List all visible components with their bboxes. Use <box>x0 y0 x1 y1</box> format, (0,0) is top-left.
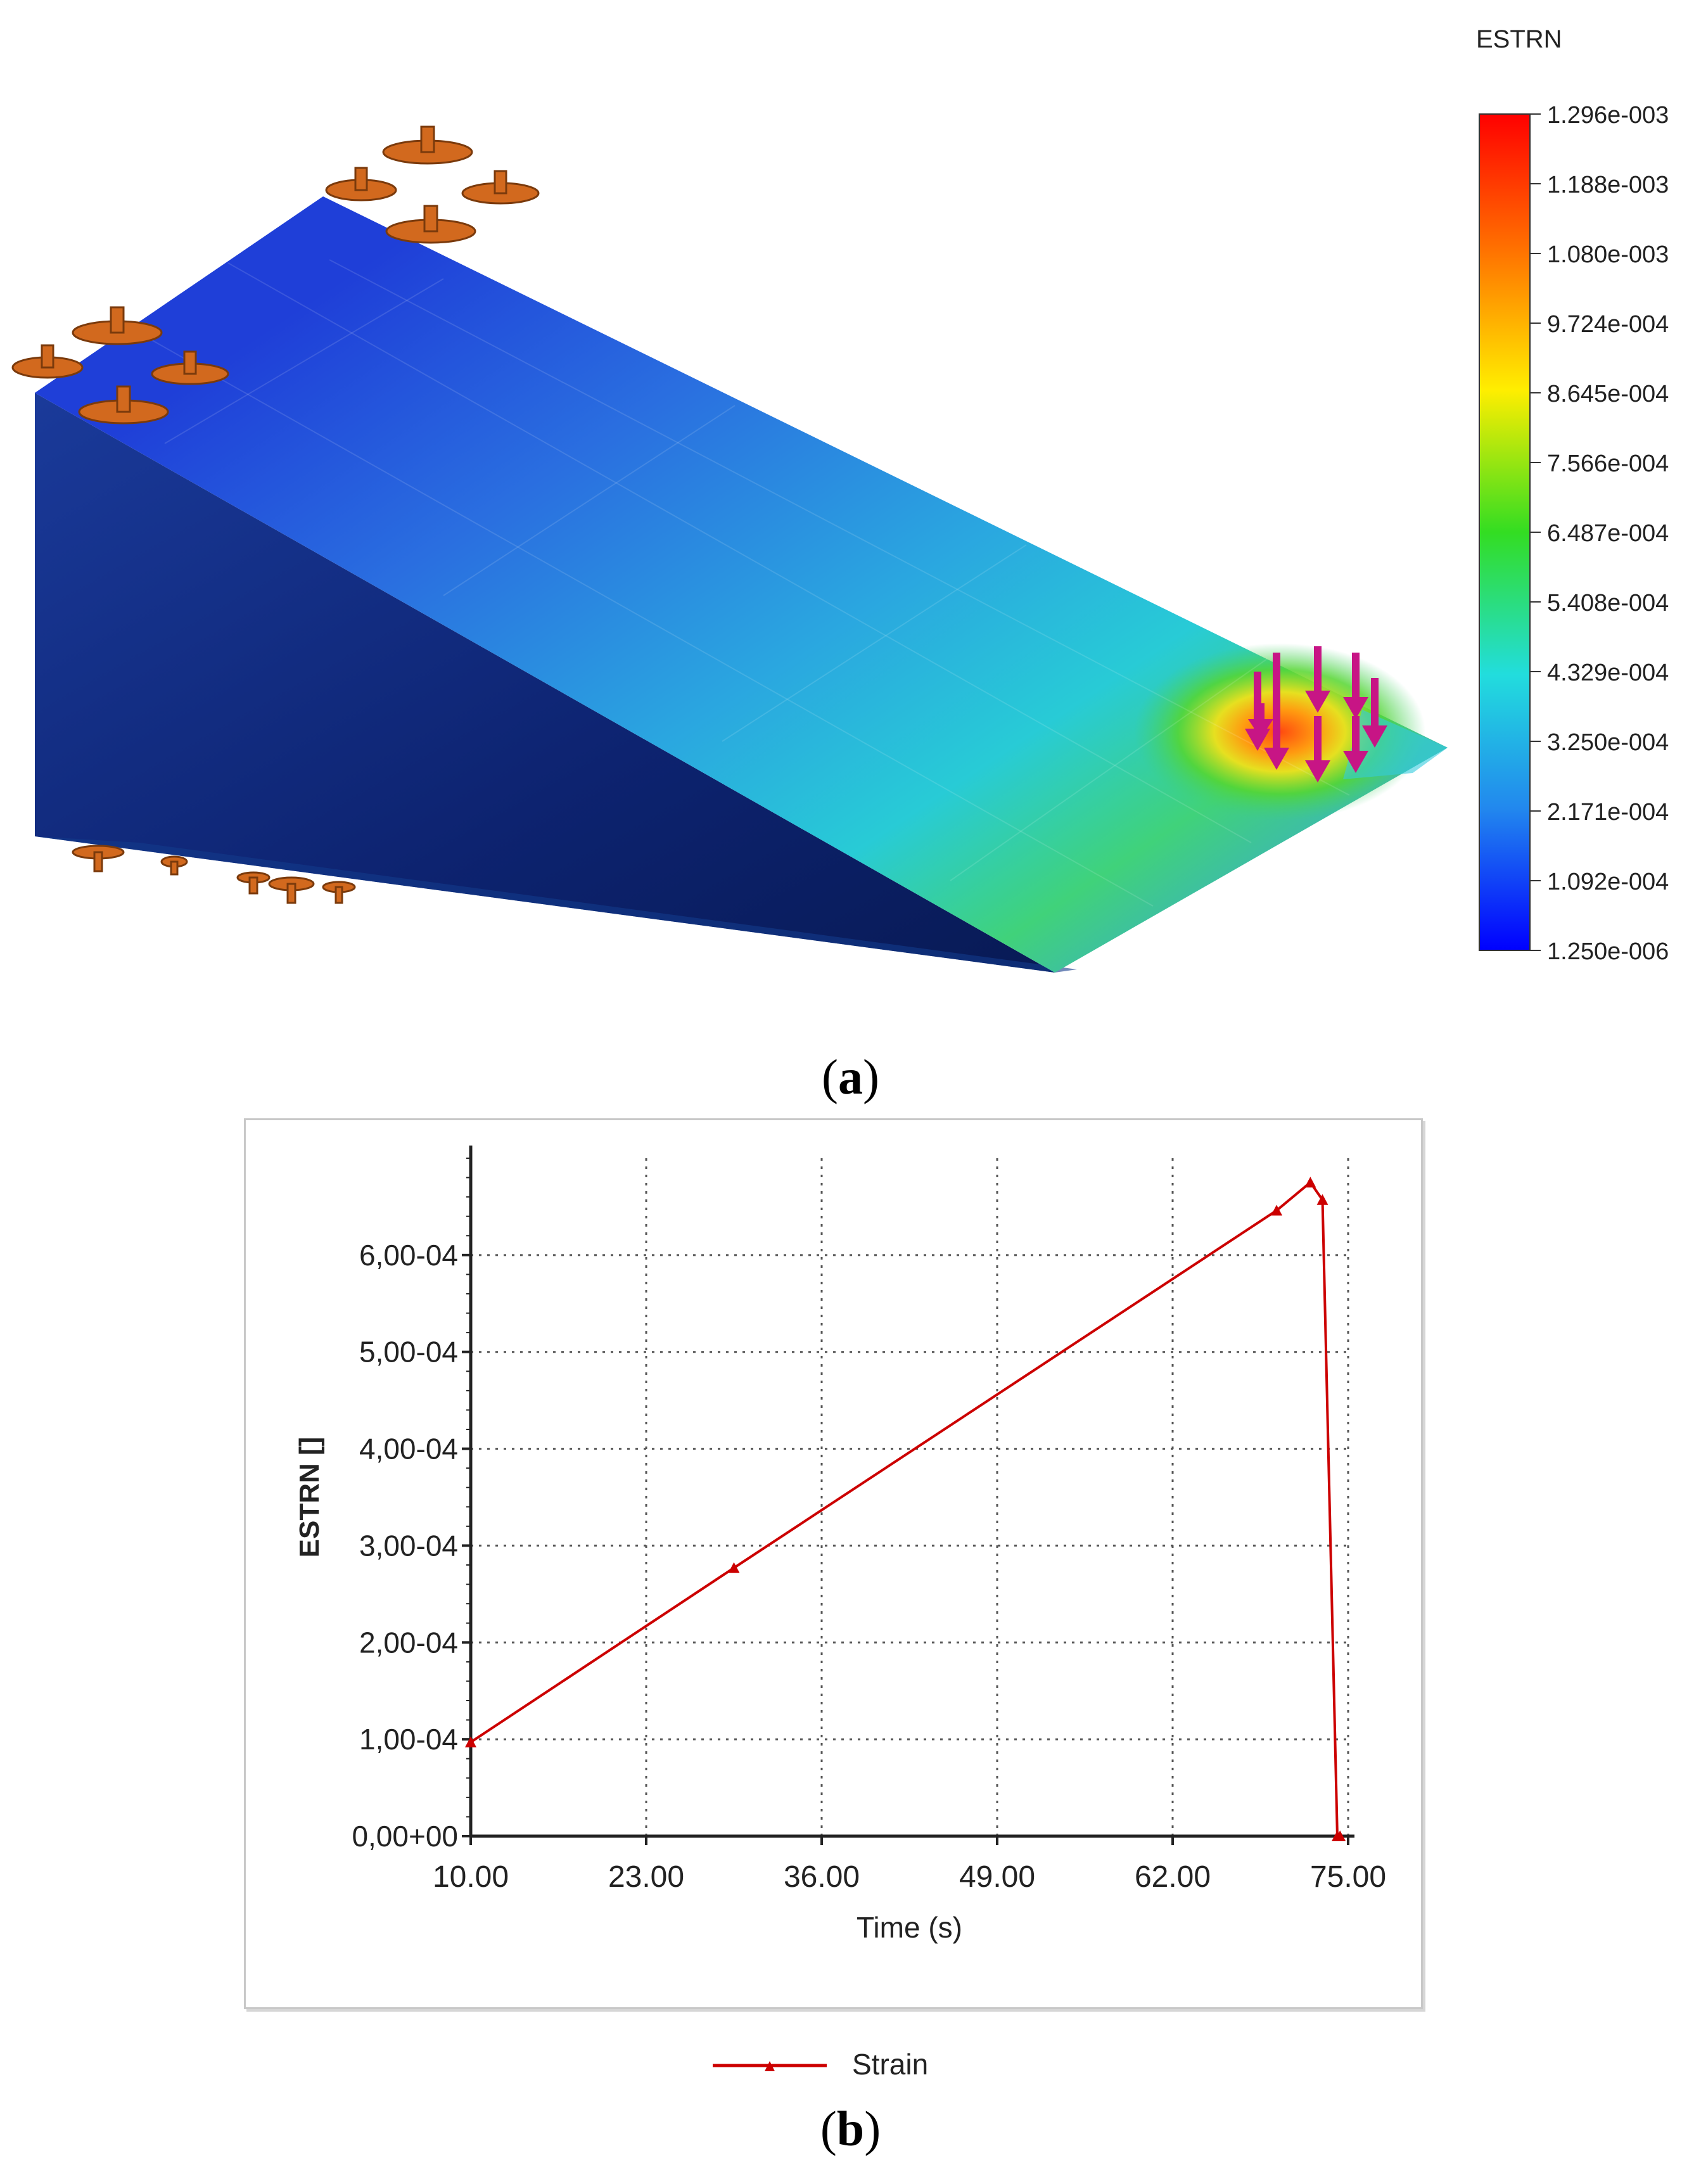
caption-a: (a) <box>822 1049 879 1104</box>
y-tick-label: 0,00+00 <box>352 1820 458 1853</box>
chart-frame: 10.00 23.00 36.00 49.00 62.00 75.00 0,00+00 1,0… <box>244 1118 1423 2009</box>
colorbar-title: ESTRN <box>1476 25 1562 53</box>
colorbar-tick-label: 7.566e-004 <box>1547 450 1669 477</box>
y-axis-label: ESTRN [] <box>294 1437 325 1558</box>
colorbar-tick-label: 5.408e-004 <box>1547 590 1669 616</box>
part-bottom-face <box>35 836 1077 973</box>
colorbar-tick-label: 1.080e-003 <box>1547 241 1669 268</box>
legend-label-strain: Strain <box>852 2048 929 2081</box>
colorbar-tick-label: 3.250e-004 <box>1547 729 1669 756</box>
legend-swatch <box>713 2061 827 2071</box>
strain-time-chart: 10.00 23.00 36.00 49.00 62.00 75.00 0,00+00 1,0… <box>294 1146 1386 1944</box>
chart-axes: 10.00 23.00 36.00 49.00 62.00 75.00 0,00+00 1,0… <box>352 1146 1386 1894</box>
x-tick-label: 36.00 <box>784 1860 860 1894</box>
x-axis-label: Time (s) <box>857 1911 962 1944</box>
series-marker <box>1271 1204 1283 1216</box>
y-tick-label: 6,00-04 <box>359 1239 458 1272</box>
caption-a-letter: a <box>838 1049 863 1104</box>
series-marker <box>728 1562 740 1573</box>
colorbar-tick-label: 1.092e-004 <box>1547 869 1669 895</box>
x-tick-label: 62.00 <box>1135 1860 1211 1894</box>
colorbar-ticks: 1.296e-003 1.188e-003 1.080e-003 9.724e-004… <box>1530 102 1669 965</box>
colorbar-tick-label: 2.171e-004 <box>1547 799 1669 826</box>
series-marker <box>1304 1177 1316 1188</box>
x-tick-label: 23.00 <box>608 1860 684 1894</box>
y-tick-label: 4,00-04 <box>359 1433 458 1466</box>
series-marker <box>1316 1194 1328 1205</box>
y-tick-label: 2,00-04 <box>359 1626 458 1659</box>
series-line-strain <box>469 1180 1341 1837</box>
colorbar-tick-label: 9.724e-004 <box>1547 311 1669 338</box>
series-marker <box>465 1736 476 1747</box>
x-tick-label: 10.00 <box>433 1860 509 1894</box>
colorbar <box>1479 113 1531 951</box>
caption-b-letter: b <box>836 2101 865 2156</box>
chart-grid <box>471 1158 1349 1836</box>
colorbar-tick-label: 1.296e-003 <box>1547 102 1669 129</box>
fixture-icons <box>11 125 540 904</box>
colorbar-tick-label: 4.329e-004 <box>1547 660 1669 686</box>
caption-b: (b) <box>820 2101 881 2156</box>
y-tick-label: 1,00-04 <box>359 1723 458 1756</box>
colorbar-tick-label: 1.250e-006 <box>1547 938 1669 965</box>
colorbar-tick-label: 6.487e-004 <box>1547 520 1669 547</box>
x-tick-label: 75.00 <box>1310 1860 1386 1894</box>
strain-contour-figure: ESTRN 1.296e-003 1.188e-003 1.080e-003 9.72… <box>11 25 1669 973</box>
y-tick-label: 3,00-04 <box>359 1529 458 1562</box>
colorbar-tick-label: 8.645e-004 <box>1547 381 1669 407</box>
series-marker <box>1334 1830 1346 1841</box>
mesh-lines <box>132 259 1350 907</box>
load-arrows <box>1245 646 1387 782</box>
chart-series <box>465 1177 1346 1841</box>
y-tick-label: 5,00-04 <box>359 1336 458 1369</box>
x-tick-label: 49.00 <box>959 1860 1035 1894</box>
part-top-face <box>35 196 1448 973</box>
colorbar-tick-label: 1.188e-003 <box>1547 172 1669 198</box>
